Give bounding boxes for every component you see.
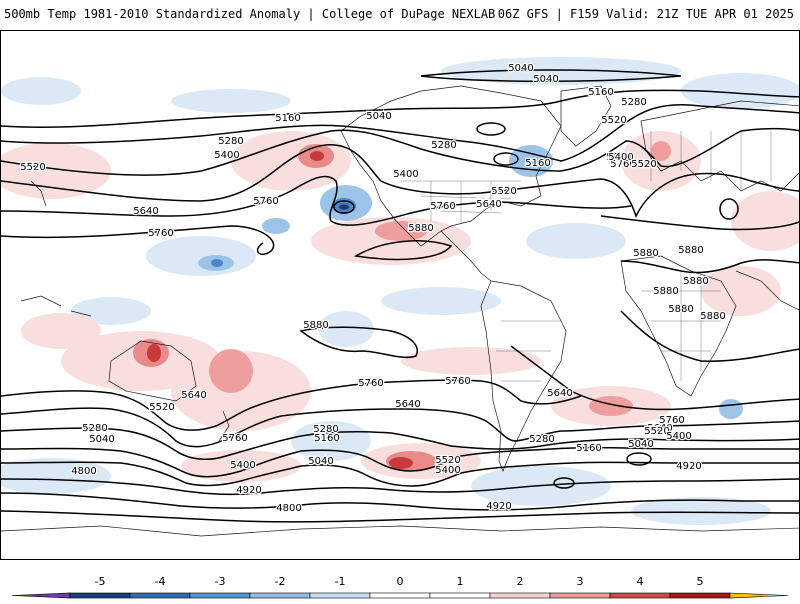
colorbar-segments xyxy=(11,592,789,599)
colorbar-segment xyxy=(729,592,789,599)
contour-label: 5400 xyxy=(393,169,418,180)
model-run-info: 06Z GFS | F159 Valid: 21Z TUE APR 01 202… xyxy=(497,7,794,21)
colorbar-segment xyxy=(369,592,431,599)
contour-label: 5160 xyxy=(576,443,601,454)
contour-label: 4920 xyxy=(236,485,261,496)
contour-label: 5640 xyxy=(547,388,572,399)
colorbar-tick-label: 1 xyxy=(457,575,464,588)
contour-label: 5640 xyxy=(395,399,420,410)
contour-label: 5400 xyxy=(230,460,255,471)
contour-label: 5640 xyxy=(476,199,501,210)
colorbar-segment xyxy=(309,592,371,599)
colorbar-tick-label: -1 xyxy=(335,575,346,588)
colorbar-tick-label: -2 xyxy=(275,575,286,588)
colorbar-tick-labels: -5 -4 -3 -2 -1 0 1 2 3 4 5 xyxy=(95,575,704,588)
colorbar-segment xyxy=(189,592,251,599)
contour-label: 5880 xyxy=(700,311,725,322)
contour-label: 5880 xyxy=(303,320,328,331)
contour-label: 5280 xyxy=(431,140,456,151)
contour-label: 5880 xyxy=(683,276,708,287)
colorbar-tick-label: 4 xyxy=(637,575,644,588)
contour-label: 5640 xyxy=(606,152,631,163)
contour-label: 4920 xyxy=(486,501,511,512)
contour-label: 5760 xyxy=(659,415,684,426)
contour-label: 5040 xyxy=(366,111,391,122)
contour-label: 5880 xyxy=(678,245,703,256)
contour-label: 5400 xyxy=(608,152,633,163)
contour-label: 5880 xyxy=(668,304,693,315)
contour-label: 5880 xyxy=(408,223,433,234)
contour-label: 5040 xyxy=(308,456,333,467)
map-title: 500mb Temp 1981-2010 Standardized Anomal… xyxy=(4,7,496,21)
colorbar-tick-label: -4 xyxy=(155,575,166,588)
contour-label: 5760 xyxy=(430,201,455,212)
colorbar-segment xyxy=(489,592,551,599)
contour-label: 4920 xyxy=(676,461,701,472)
contour-label: 5760 xyxy=(610,159,635,170)
contour-label: 5640 xyxy=(133,206,158,217)
colorbar-graphic: -5 -4 -3 -2 -1 0 1 2 3 4 5 xyxy=(11,575,789,599)
colorbar: -5 -4 -3 -2 -1 0 1 2 3 4 5 xyxy=(0,560,800,600)
contour-label: 5760 xyxy=(148,228,173,239)
contour-label: 5760 xyxy=(253,196,278,207)
contour-label: 5040 xyxy=(508,63,533,74)
contour-label: 5880 xyxy=(653,286,678,297)
colorbar-segment xyxy=(609,592,671,599)
colorbar-segment xyxy=(669,592,731,599)
contour-label: 5760 xyxy=(445,376,470,387)
colorbar-segment xyxy=(429,592,491,599)
contour-label: 5040 xyxy=(533,74,558,85)
colorbar-segment xyxy=(549,592,611,599)
colorbar-tick-label: 3 xyxy=(577,575,584,588)
colorbar-tick-label: -3 xyxy=(215,575,226,588)
map-panel: 5040 5040 5160 5280 5160 5040 5520 5280 5400 5520… xyxy=(0,30,800,560)
colorbar-segment xyxy=(11,592,71,599)
colorbar-segment xyxy=(69,592,131,599)
colorbar-tick-label: 2 xyxy=(517,575,524,588)
contour-label: 5400 xyxy=(666,431,691,442)
contour-label: 5280 xyxy=(621,97,646,108)
contour-label: 5280 xyxy=(218,136,243,147)
contour-label: 5040 xyxy=(89,434,114,445)
contour-label: 5160 xyxy=(588,87,613,98)
contour-label: 5520 xyxy=(491,186,516,197)
height-contours xyxy=(1,69,799,523)
contour-label: 4800 xyxy=(276,503,301,514)
contour-label: 5160 xyxy=(314,433,339,444)
colorbar-tick-label: -5 xyxy=(95,575,106,588)
contour-label: 5880 xyxy=(633,248,658,259)
contour-label: 5160 xyxy=(525,158,550,169)
contour-label: 5520 xyxy=(20,162,45,173)
coastlines xyxy=(1,85,799,537)
contour-label: 5640 xyxy=(181,390,206,401)
colorbar-segment xyxy=(129,592,191,599)
colorbar-tick-label: 5 xyxy=(697,575,704,588)
contour-label: 5520 xyxy=(631,159,656,170)
contour-label: 5760 xyxy=(222,433,247,444)
contour-label: 5040 xyxy=(628,439,653,450)
header: 500mb Temp 1981-2010 Standardized Anomal… xyxy=(0,0,800,30)
contour-label: 5760 xyxy=(358,378,383,389)
contour-label: 5880 xyxy=(408,223,433,234)
colorbar-segment xyxy=(249,592,311,599)
contour-label: 5400 xyxy=(214,150,239,161)
contour-label: 5520 xyxy=(435,455,460,466)
colorbar-tick-label: 0 xyxy=(397,575,404,588)
contour-label: 5520 xyxy=(149,402,174,413)
contour-label: 5520 xyxy=(644,426,669,437)
contour-label: 4800 xyxy=(71,466,96,477)
contour-label: 5280 xyxy=(82,423,107,434)
contour-label: 5400 xyxy=(435,465,460,476)
contour-label: 5160 xyxy=(275,113,300,124)
contour-label: 5520 xyxy=(601,115,626,126)
contour-label: 5280 xyxy=(529,434,554,445)
contour-label: 5280 xyxy=(313,424,338,435)
contour-label: 5640 xyxy=(476,198,501,209)
contour-label: 5640 xyxy=(647,423,672,434)
